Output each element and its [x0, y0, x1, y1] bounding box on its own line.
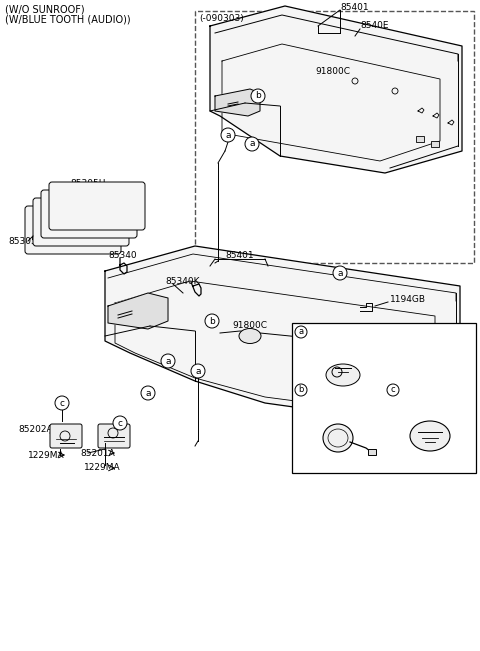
Text: 91800C: 91800C	[232, 322, 267, 331]
Text: 85340J: 85340J	[322, 368, 353, 378]
Text: b: b	[298, 385, 304, 395]
Polygon shape	[105, 246, 460, 419]
Circle shape	[141, 386, 155, 400]
Circle shape	[55, 396, 69, 410]
Text: 85401: 85401	[226, 251, 254, 260]
Text: c: c	[60, 398, 64, 408]
Circle shape	[387, 384, 399, 396]
Text: a: a	[299, 327, 303, 337]
Text: 85305: 85305	[8, 236, 37, 245]
Bar	[292, 323, 476, 473]
Circle shape	[333, 266, 347, 280]
Circle shape	[245, 137, 259, 151]
Text: 85340: 85340	[108, 251, 137, 260]
FancyBboxPatch shape	[49, 182, 145, 230]
Circle shape	[295, 326, 307, 338]
Circle shape	[205, 314, 219, 328]
Text: 91800C: 91800C	[315, 66, 350, 76]
Polygon shape	[215, 89, 260, 116]
Text: (-090303): (-090303)	[199, 14, 244, 23]
Text: b: b	[209, 316, 215, 326]
Text: 85340K: 85340K	[165, 277, 200, 286]
Bar	[396, 330, 404, 336]
Text: 85237A: 85237A	[413, 464, 447, 473]
Text: a: a	[195, 367, 201, 376]
Text: a: a	[225, 130, 231, 139]
Bar	[416, 136, 424, 142]
Circle shape	[161, 354, 175, 368]
Ellipse shape	[410, 421, 450, 451]
Text: c: c	[391, 385, 396, 395]
Circle shape	[295, 384, 307, 396]
Text: (W/O SUNROOF): (W/O SUNROOF)	[5, 5, 84, 15]
Text: 85305H: 85305H	[70, 195, 106, 204]
FancyBboxPatch shape	[98, 424, 130, 448]
Text: 1229MA: 1229MA	[28, 450, 65, 460]
Text: (W/BLUE TOOTH (AUDIO)): (W/BLUE TOOTH (AUDIO))	[5, 15, 131, 25]
Bar	[195, 11, 474, 263]
Text: 95520A: 95520A	[312, 385, 347, 395]
Text: 85305H: 85305H	[70, 178, 106, 187]
Bar	[368, 449, 376, 455]
Text: b: b	[255, 92, 261, 100]
Text: 85401: 85401	[340, 3, 369, 12]
Ellipse shape	[326, 364, 360, 386]
Bar	[424, 340, 432, 346]
Text: 1194GB: 1194GB	[390, 294, 426, 303]
Text: 85305H: 85305H	[70, 186, 106, 195]
Text: a: a	[145, 389, 151, 398]
Text: 85202A: 85202A	[18, 424, 53, 434]
Ellipse shape	[239, 329, 261, 344]
Circle shape	[221, 128, 235, 142]
FancyBboxPatch shape	[33, 198, 129, 246]
Bar	[431, 141, 439, 147]
Text: a: a	[165, 357, 171, 365]
Text: 85235: 85235	[312, 327, 341, 337]
Text: 85201A: 85201A	[80, 449, 115, 458]
Circle shape	[191, 364, 205, 378]
Ellipse shape	[323, 424, 353, 452]
Text: 1229MA: 1229MA	[84, 464, 120, 473]
Text: c: c	[118, 419, 122, 428]
Bar	[436, 345, 444, 351]
FancyBboxPatch shape	[50, 424, 82, 448]
Circle shape	[113, 416, 127, 430]
Text: a: a	[249, 139, 255, 148]
Polygon shape	[210, 6, 462, 173]
FancyBboxPatch shape	[41, 190, 137, 238]
Text: a: a	[337, 268, 343, 277]
Text: 8540E: 8540E	[360, 21, 388, 31]
FancyBboxPatch shape	[25, 206, 121, 254]
Text: 85238: 85238	[416, 456, 444, 465]
Bar	[411, 335, 419, 341]
Circle shape	[251, 89, 265, 103]
Polygon shape	[108, 293, 168, 329]
